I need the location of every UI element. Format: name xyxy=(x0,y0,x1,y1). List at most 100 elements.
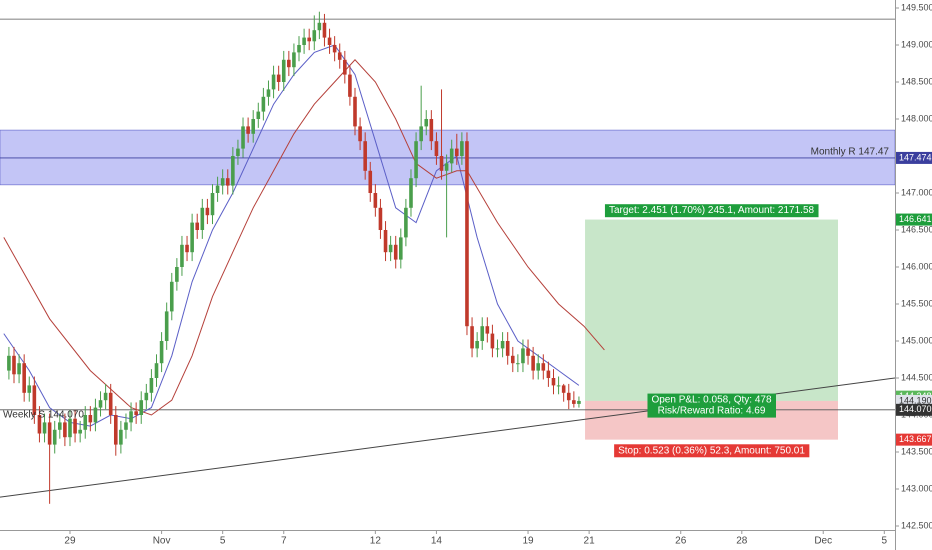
pnl-bg xyxy=(647,393,776,418)
y-tick-label: 142.500 xyxy=(901,520,932,530)
candle-body xyxy=(317,22,322,31)
candle-body xyxy=(337,52,342,60)
candle-body xyxy=(505,340,510,356)
price-label: 147.474 xyxy=(899,152,932,162)
candle-body xyxy=(281,59,286,82)
moving-average xyxy=(3,44,580,427)
target-label-bg xyxy=(604,204,819,218)
candle-body xyxy=(546,370,551,379)
candle-body xyxy=(561,385,566,393)
candle-body xyxy=(312,30,317,42)
x-tick-label: 26 xyxy=(675,536,687,547)
candle-body xyxy=(500,340,505,349)
plot xyxy=(0,11,895,504)
candle-body xyxy=(144,392,149,401)
candle-body xyxy=(119,429,123,445)
x-tick-label: 5 xyxy=(882,536,888,547)
candle-body xyxy=(465,141,469,327)
candle-body xyxy=(98,400,103,408)
candle-body xyxy=(113,415,118,445)
candle-body xyxy=(485,326,490,334)
candle-body xyxy=(460,141,464,156)
x-tick-label: 29 xyxy=(64,536,76,547)
candle-body xyxy=(393,244,398,260)
candle-body xyxy=(297,44,301,53)
candle-body xyxy=(47,422,52,445)
candle-body xyxy=(287,59,291,68)
price-label-bg xyxy=(896,433,932,446)
candle-body xyxy=(159,340,164,364)
y-tick-label: 143.000 xyxy=(901,483,932,493)
price-label: 146.641 xyxy=(899,214,932,224)
x-tick-label: 28 xyxy=(736,536,748,547)
pnl-label: Open P&L: 0.058, Qty: 478 xyxy=(651,395,772,406)
candle-body xyxy=(348,74,352,97)
candle-body xyxy=(521,348,525,364)
x-tick-label: 19 xyxy=(522,536,534,547)
candle-body xyxy=(251,118,256,134)
candle-body xyxy=(225,178,230,186)
candle-body xyxy=(414,141,418,179)
candle-body xyxy=(358,126,362,142)
candle-body xyxy=(577,400,581,404)
y-tick-label: 148.500 xyxy=(901,76,932,86)
candle-body xyxy=(480,326,485,341)
candle-body xyxy=(22,363,26,393)
candle-body xyxy=(256,111,261,119)
candle-body xyxy=(434,141,439,156)
candle-body xyxy=(399,237,403,260)
candle-body xyxy=(139,400,144,416)
time-axis-bg xyxy=(0,530,895,550)
y-tick-label: 146.000 xyxy=(901,261,932,271)
y-tick-label: 147.000 xyxy=(901,187,932,197)
x-tick-label: 14 xyxy=(431,536,443,547)
candle-body xyxy=(388,244,393,253)
candle-body xyxy=(88,415,93,423)
candle-body xyxy=(37,415,42,434)
candle-body xyxy=(129,411,133,423)
candle-body xyxy=(307,37,311,42)
candle-body xyxy=(103,392,108,401)
stop-label: Stop: 0.523 (0.36%) 52.3, Amount: 750.01 xyxy=(618,445,805,456)
x-tick-label: 7 xyxy=(281,536,287,547)
candle-body xyxy=(83,415,88,430)
candle-body xyxy=(210,192,215,216)
candle-body xyxy=(541,363,546,371)
candle-body xyxy=(231,155,235,186)
x-tick-label: 12 xyxy=(370,536,382,547)
candle-body xyxy=(52,429,57,445)
target-zone xyxy=(585,219,838,401)
candle-body xyxy=(566,392,571,401)
candle-body xyxy=(73,418,77,434)
candle-body xyxy=(164,311,169,341)
candle-body xyxy=(12,355,16,375)
level-label: Monthly R 147.47 xyxy=(811,147,890,158)
candle-body xyxy=(510,355,515,364)
moving-average xyxy=(3,59,605,416)
candle-body xyxy=(449,148,454,164)
candle-body xyxy=(404,207,408,238)
y-tick-label: 145.000 xyxy=(901,335,932,345)
price-label-bg xyxy=(896,213,932,226)
candle-body xyxy=(551,378,556,386)
rr-label: Risk/Reward Ratio: 4.69 xyxy=(658,406,766,417)
candle-body xyxy=(302,37,306,45)
price-label-bg xyxy=(896,151,932,164)
candle-body xyxy=(429,118,434,142)
candle-body xyxy=(200,207,205,230)
candle-body xyxy=(536,363,541,371)
x-tick-label: Nov xyxy=(153,536,171,547)
candle-body xyxy=(470,326,474,349)
candle-body xyxy=(241,126,245,149)
price-axis-bg xyxy=(895,0,932,550)
candle-body xyxy=(205,207,210,216)
candle-body xyxy=(236,148,240,156)
level-label: Weekly S 144.070 xyxy=(3,409,84,420)
candle-body xyxy=(343,59,347,75)
candle-body xyxy=(516,363,520,365)
candle-body xyxy=(424,118,429,127)
candle-body xyxy=(246,126,250,134)
stop-label-bg xyxy=(614,444,810,458)
